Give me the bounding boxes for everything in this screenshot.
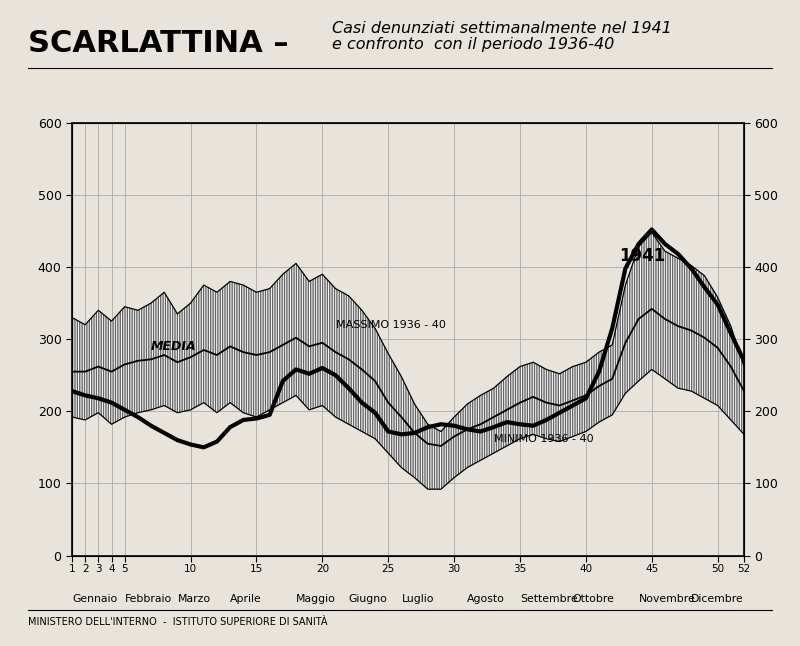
- Text: Dicembre: Dicembre: [691, 594, 744, 605]
- Text: MINISTERO DELL'INTERNO  -  ISTITUTO SUPERIORE DI SANITÀ: MINISTERO DELL'INTERNO - ISTITUTO SUPERI…: [28, 617, 327, 627]
- Text: Agosto: Agosto: [467, 594, 505, 605]
- Text: 1941: 1941: [619, 247, 665, 266]
- Text: Settembre: Settembre: [520, 594, 578, 605]
- Text: MINIMO 1936 - 40: MINIMO 1936 - 40: [494, 433, 594, 444]
- Text: Gennaio: Gennaio: [72, 594, 118, 605]
- Text: Novembre: Novembre: [638, 594, 695, 605]
- Text: Ottobre: Ottobre: [573, 594, 614, 605]
- Text: Aprile: Aprile: [230, 594, 262, 605]
- Text: Giugno: Giugno: [349, 594, 387, 605]
- Text: Febbraio: Febbraio: [125, 594, 172, 605]
- Text: Marzo: Marzo: [178, 594, 210, 605]
- Text: e confronto  con il periodo 1936-40: e confronto con il periodo 1936-40: [332, 37, 614, 52]
- Text: MASSIMO 1936 - 40: MASSIMO 1936 - 40: [335, 320, 446, 330]
- Text: Maggio: Maggio: [296, 594, 336, 605]
- Text: Casi denunziati settimanalmente nel 1941: Casi denunziati settimanalmente nel 1941: [332, 21, 672, 36]
- Text: SCARLATTINA –: SCARLATTINA –: [28, 29, 289, 58]
- Text: Luglio: Luglio: [402, 594, 434, 605]
- Text: MEDIA: MEDIA: [151, 340, 197, 353]
